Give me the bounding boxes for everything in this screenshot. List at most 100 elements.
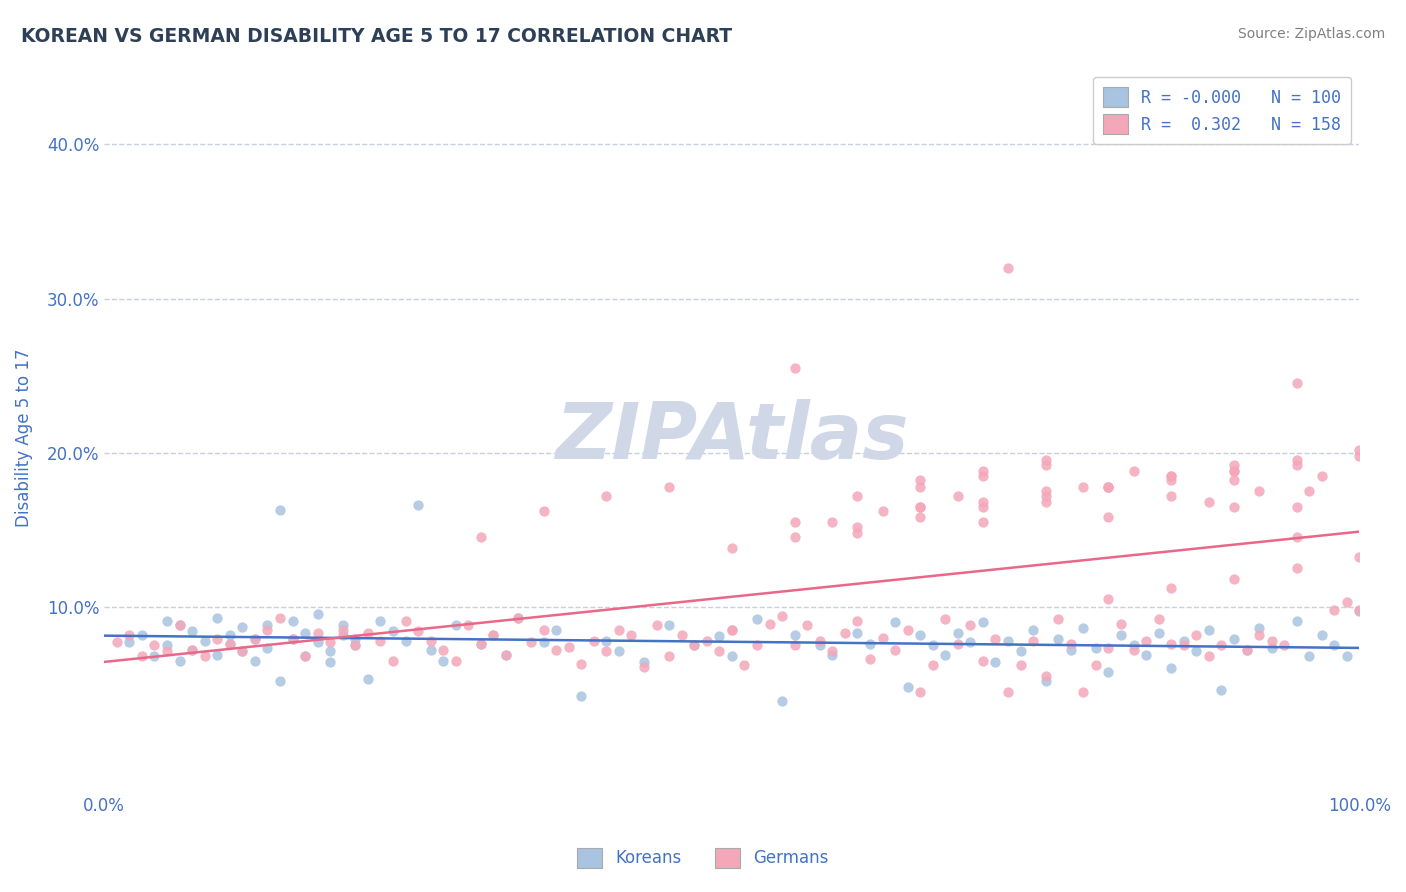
Point: [406, 498, 429, 512]
Point: [231, 644, 253, 658]
Point: [1236, 643, 1258, 657]
Point: [307, 607, 329, 622]
Point: [344, 638, 367, 652]
Point: [959, 635, 981, 649]
Point: [972, 464, 994, 478]
Point: [533, 635, 555, 649]
Point: [1135, 633, 1157, 648]
Point: [1348, 442, 1371, 457]
Point: [821, 515, 844, 529]
Point: [1348, 604, 1371, 618]
Point: [1348, 603, 1371, 617]
Point: [1285, 614, 1308, 628]
Point: [897, 623, 920, 637]
Point: [294, 649, 316, 664]
Point: [1249, 627, 1271, 641]
Point: [1348, 550, 1371, 565]
Point: [1249, 484, 1271, 499]
Point: [319, 644, 342, 658]
Point: [332, 623, 354, 637]
Point: [1109, 616, 1132, 631]
Point: [1336, 595, 1358, 609]
Point: [131, 649, 153, 664]
Point: [1035, 484, 1057, 499]
Point: [1310, 627, 1333, 641]
Point: [1173, 633, 1195, 648]
Point: [256, 623, 278, 637]
Point: [1035, 673, 1057, 688]
Point: [231, 644, 253, 658]
Point: [709, 629, 731, 643]
Point: [1298, 649, 1320, 664]
Point: [169, 618, 191, 632]
Point: [1109, 627, 1132, 641]
Point: [908, 500, 931, 514]
Point: [1047, 612, 1070, 626]
Point: [444, 654, 467, 668]
Point: [745, 612, 768, 626]
Point: [156, 614, 179, 628]
Point: [859, 637, 882, 651]
Point: [595, 489, 617, 503]
Point: [1135, 648, 1157, 662]
Point: [1323, 638, 1346, 652]
Point: [243, 654, 266, 668]
Point: [294, 649, 316, 664]
Point: [1097, 510, 1119, 524]
Point: [194, 649, 217, 664]
Point: [1185, 627, 1208, 641]
Point: [834, 626, 856, 640]
Point: [972, 468, 994, 483]
Point: [808, 633, 831, 648]
Point: [671, 627, 693, 641]
Point: [796, 618, 818, 632]
Point: [959, 618, 981, 632]
Point: [921, 638, 943, 652]
Point: [1122, 638, 1144, 652]
Point: [658, 649, 681, 664]
Point: [1223, 500, 1246, 514]
Point: [118, 627, 141, 641]
Point: [218, 627, 240, 641]
Point: [645, 618, 668, 632]
Point: [520, 635, 543, 649]
Point: [721, 623, 744, 637]
Point: [332, 618, 354, 632]
Point: [997, 633, 1019, 648]
Point: [1073, 479, 1095, 493]
Point: [1323, 603, 1346, 617]
Point: [205, 648, 228, 662]
Point: [1060, 637, 1083, 651]
Point: [846, 519, 869, 533]
Point: [1285, 500, 1308, 514]
Point: [1073, 684, 1095, 698]
Legend: Koreans, Germans: Koreans, Germans: [571, 841, 835, 875]
Point: [546, 623, 568, 637]
Point: [1097, 479, 1119, 493]
Point: [721, 649, 744, 664]
Point: [156, 644, 179, 658]
Point: [243, 632, 266, 647]
Point: [1211, 683, 1233, 698]
Point: [908, 474, 931, 488]
Point: [733, 658, 755, 673]
Point: [470, 637, 492, 651]
Point: [294, 626, 316, 640]
Point: [783, 360, 806, 375]
Point: [1211, 638, 1233, 652]
Point: [1223, 474, 1246, 488]
Point: [972, 515, 994, 529]
Point: [1336, 649, 1358, 664]
Point: [319, 635, 342, 649]
Point: [344, 632, 367, 647]
Point: [884, 643, 907, 657]
Point: [1097, 479, 1119, 493]
Point: [194, 633, 217, 648]
Point: [972, 495, 994, 509]
Point: [419, 643, 441, 657]
Point: [908, 500, 931, 514]
Point: [846, 489, 869, 503]
Point: [143, 649, 166, 664]
Point: [332, 627, 354, 641]
Point: [1272, 638, 1295, 652]
